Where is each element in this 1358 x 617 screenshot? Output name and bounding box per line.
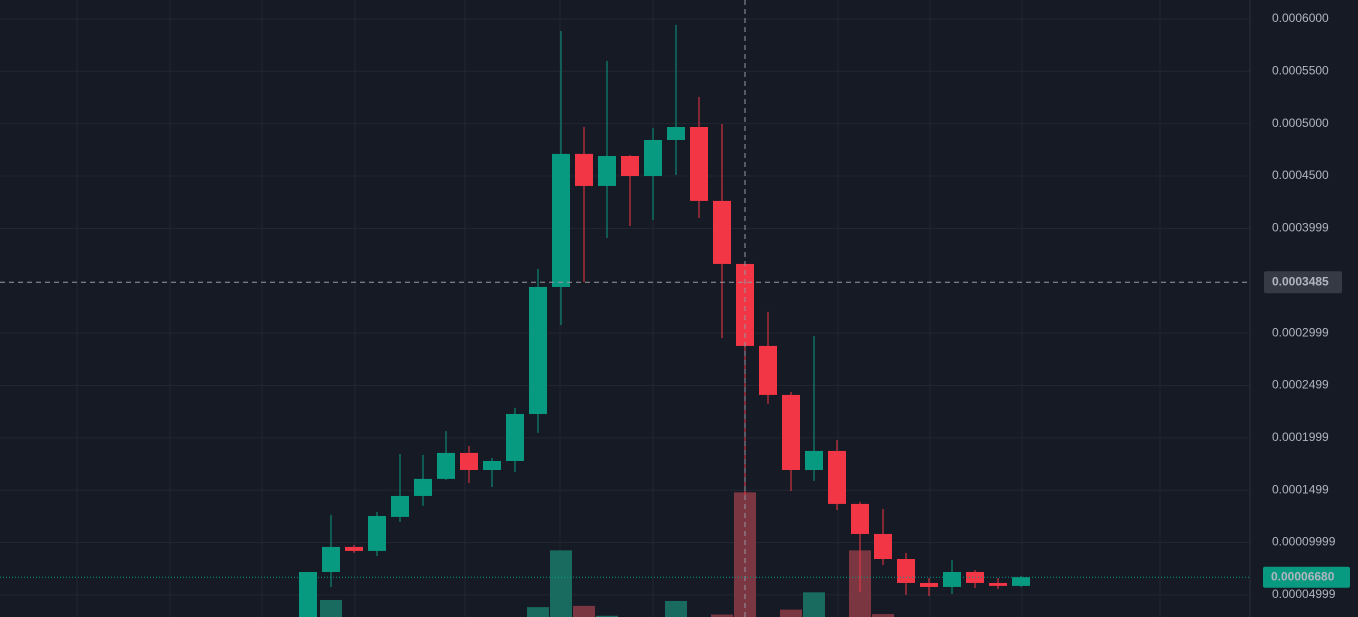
candle-body <box>552 153 570 287</box>
candle-body <box>874 533 892 559</box>
candle-body <box>575 153 593 186</box>
price-axis: 0.0006000 0.0005500 0.0005000 0.0004500 0.00… <box>1272 11 1336 601</box>
candle-body <box>897 558 915 583</box>
y-tick-label: 0.0004500 <box>1272 168 1329 182</box>
candle-body <box>1012 577 1030 586</box>
volume-bar <box>872 614 894 617</box>
candle-body <box>598 156 616 186</box>
y-tick-label: 0.0001999 <box>1272 430 1329 444</box>
candle-body <box>529 286 547 414</box>
volume-bar <box>550 550 572 617</box>
volume-bar <box>803 592 825 617</box>
y-tick-label: 0.0003999 <box>1272 221 1329 235</box>
crosshair-label-box <box>1264 271 1342 294</box>
volume-bar <box>320 599 342 617</box>
y-tick-label: 0.0005500 <box>1272 63 1329 77</box>
candle-body <box>989 582 1007 586</box>
candles <box>299 24 1030 617</box>
candle-body <box>667 127 685 140</box>
candle-body <box>391 495 409 517</box>
candle-body <box>437 452 455 479</box>
volume-bar <box>711 614 733 617</box>
candle-body <box>368 515 386 551</box>
candle-body <box>713 200 731 264</box>
last-price-label: 0.00006680 <box>1271 569 1335 583</box>
volume-bar <box>573 605 595 617</box>
grid <box>0 18 1250 596</box>
candle-body <box>506 413 524 461</box>
candle-body <box>414 478 432 496</box>
candle-body <box>483 460 501 471</box>
y-tick-label: 0.0002499 <box>1272 378 1329 392</box>
time-grid <box>76 0 1161 617</box>
last-price-box <box>1263 566 1350 588</box>
y-tick-label: 0.0001499 <box>1272 482 1329 496</box>
volumes <box>320 492 894 617</box>
candle-body <box>851 503 869 534</box>
candle-body <box>782 394 800 471</box>
y-tick-label: 0.00009999 <box>1272 535 1336 549</box>
candle-body <box>690 127 708 201</box>
candle-body <box>322 546 340 572</box>
volume-bar <box>734 492 756 617</box>
candle-body <box>920 582 938 587</box>
volume-bar <box>596 615 618 617</box>
candle-body <box>345 546 363 551</box>
volume-bar <box>665 600 687 617</box>
y-tick-label: 0.0006000 <box>1272 11 1329 25</box>
crosshair-label: 0.0003485 <box>1272 274 1329 288</box>
y-tick-label: 0.0005000 <box>1272 116 1329 130</box>
volume-bar <box>527 607 549 617</box>
y-tick-label: 0.0002999 <box>1272 325 1329 339</box>
candle-body <box>736 263 754 346</box>
candle-body <box>805 450 823 471</box>
candle-body <box>943 571 961 587</box>
candle-body <box>299 571 317 617</box>
candle-body <box>644 139 662 177</box>
candle-body <box>759 345 777 395</box>
y-tick-label: 0.00004999 <box>1272 587 1336 601</box>
candle-body <box>460 452 478 471</box>
candle-body <box>621 156 639 177</box>
overlay: 0.0003485 0.00006680 <box>0 271 1350 588</box>
candle-body <box>828 450 846 504</box>
volume-bar <box>780 609 802 617</box>
